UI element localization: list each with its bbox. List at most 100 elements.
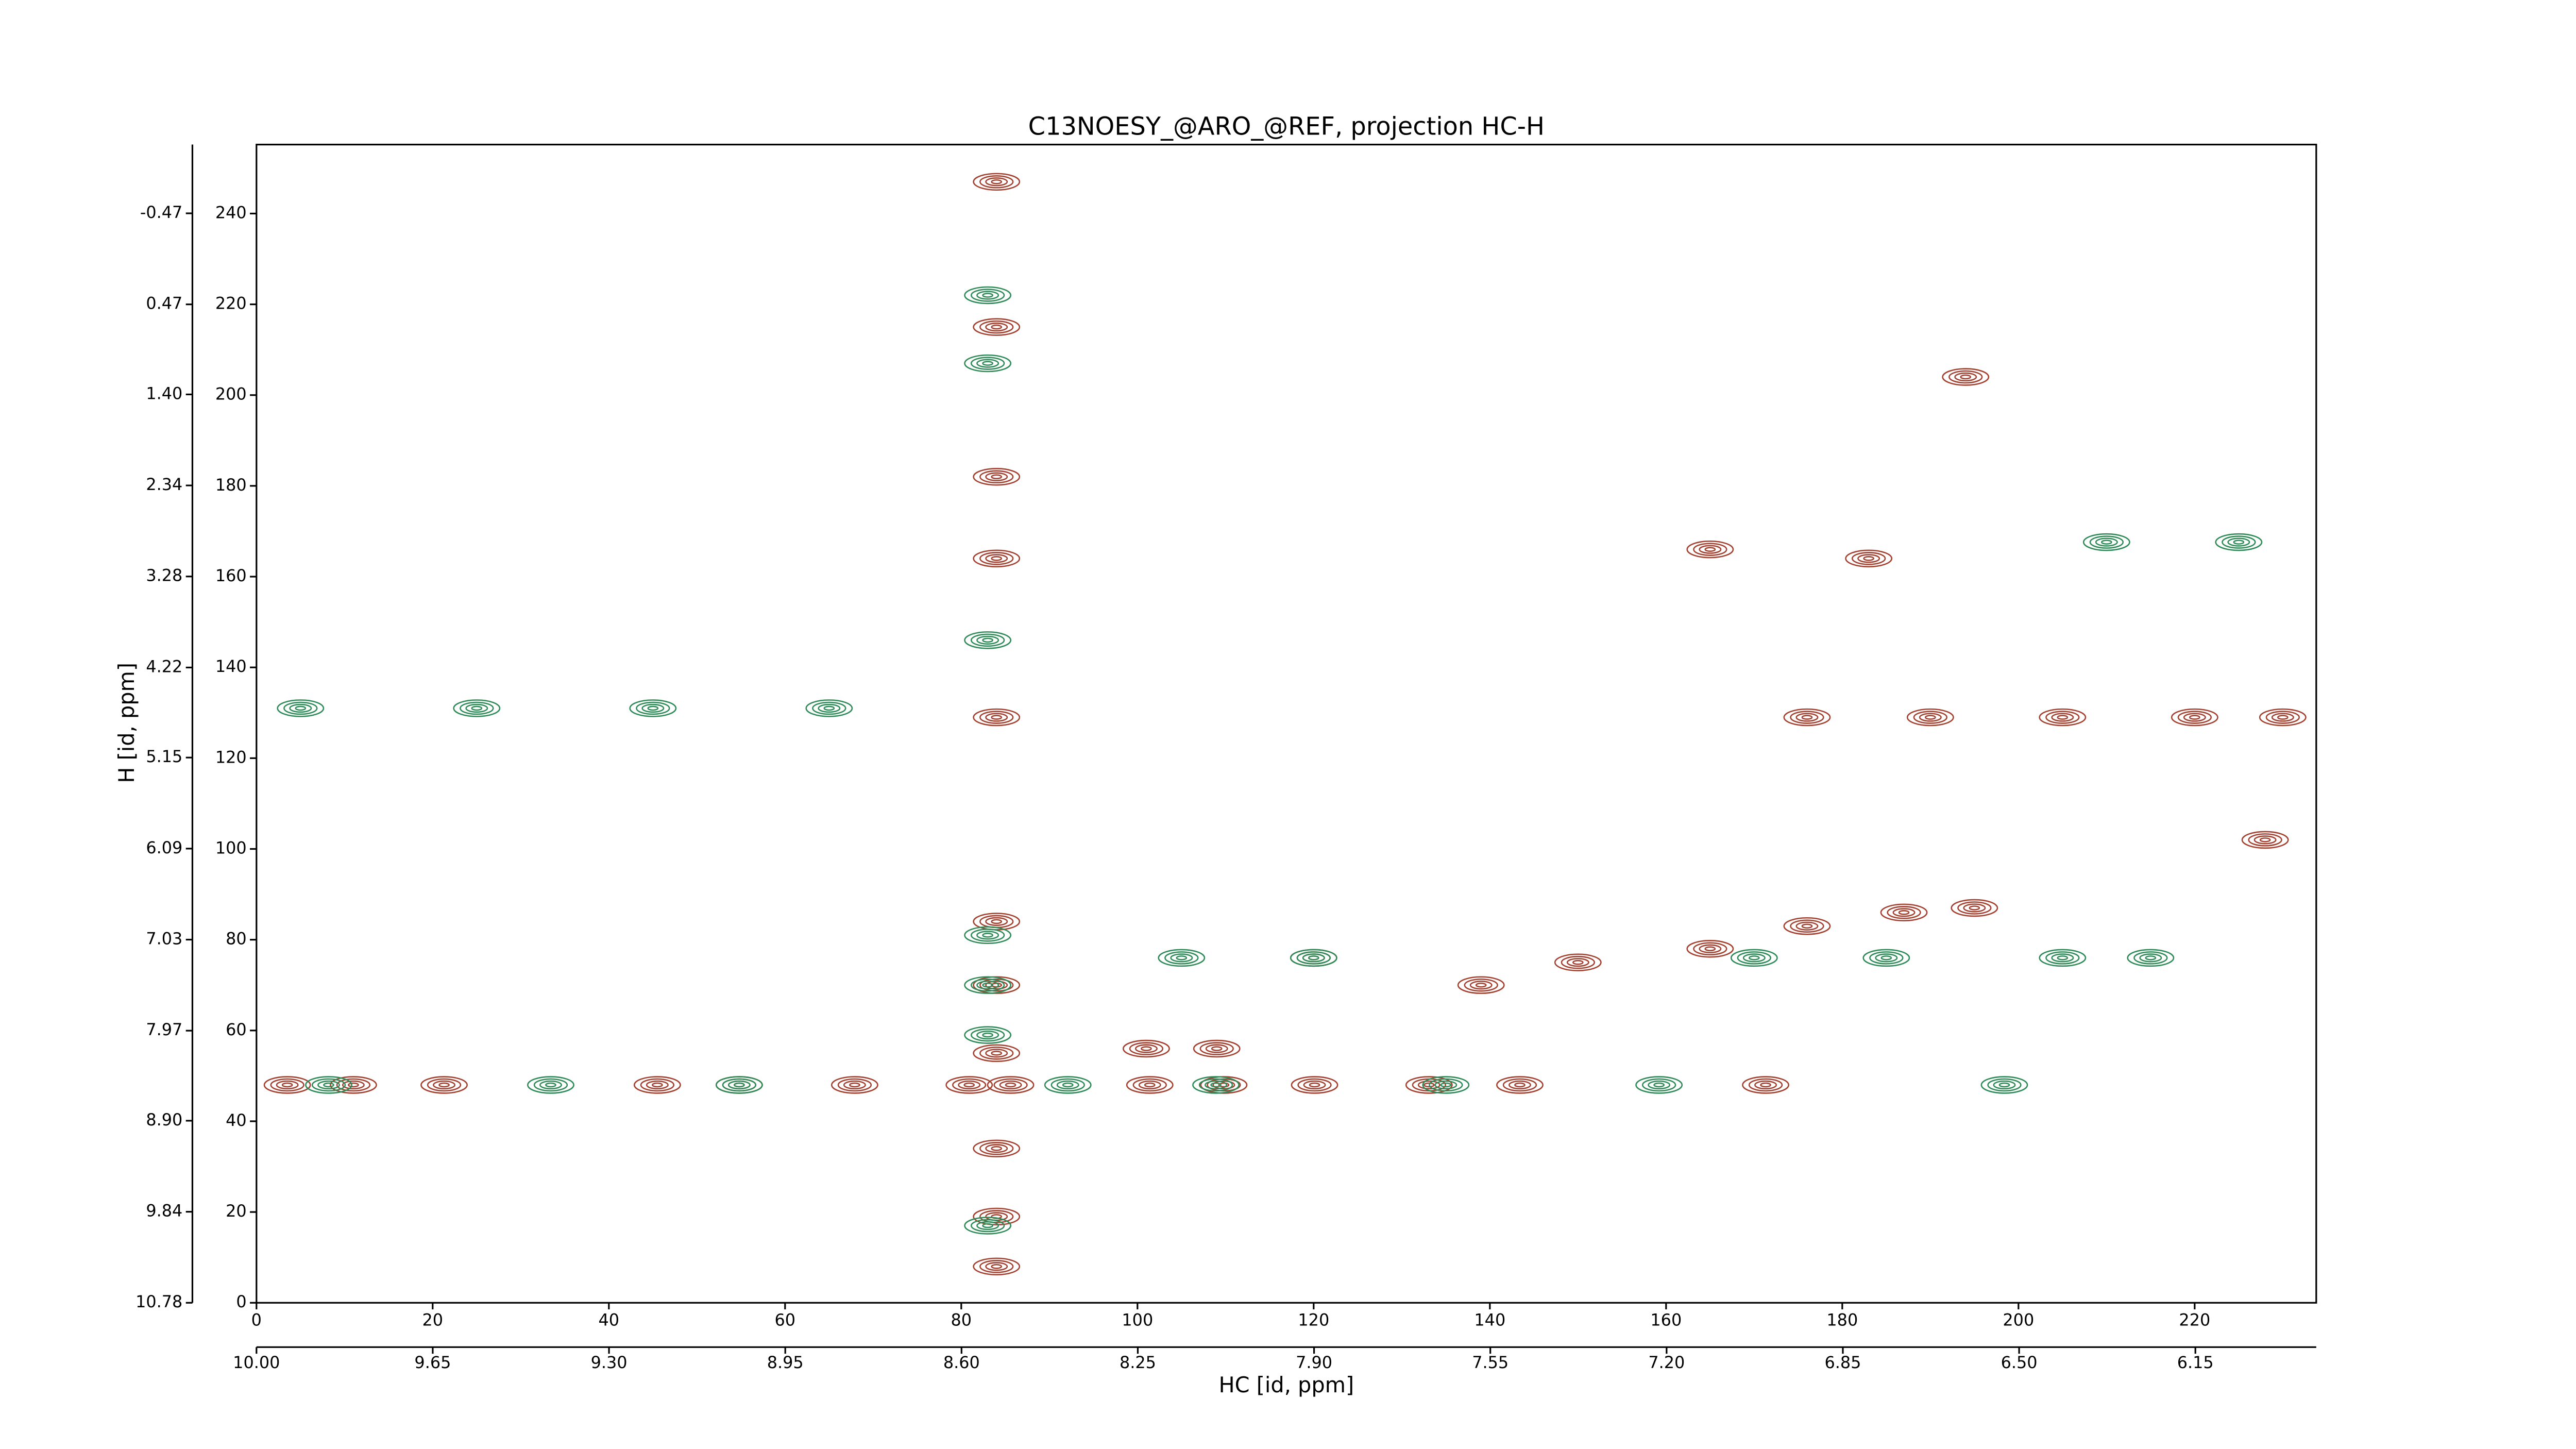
contour-peak [1123, 1039, 1170, 1058]
contour-peak [629, 699, 677, 717]
contour-peak [2039, 708, 2087, 727]
x-axis-label: HC [id, ppm] [1218, 1373, 1354, 1397]
contour-peak [1862, 949, 1910, 967]
y-tick-label: 40 [226, 1110, 247, 1130]
contour-peak [987, 1076, 1035, 1094]
y-tick-label: 160 [215, 566, 247, 585]
y2-tick-label: 7.97 [146, 1020, 182, 1039]
x2-tick-label: 6.50 [2001, 1353, 2038, 1372]
contour-peak [1635, 1076, 1683, 1094]
x-tick-label: 160 [1650, 1310, 1682, 1329]
contour-peak [973, 173, 1021, 191]
chart-title: C13NOESY_@ARO_@REF, projection HC-H [1028, 113, 1545, 141]
contour-peak [1291, 1076, 1338, 1094]
contour-peak [2215, 533, 2263, 551]
y-tick-label: 220 [215, 294, 247, 313]
contour-peak [1686, 540, 1734, 559]
contour-peak [1193, 1039, 1241, 1058]
contour-peak [973, 1139, 1021, 1158]
y2-tick-label: 6.09 [146, 838, 182, 857]
y2-tick-label: 8.90 [146, 1110, 182, 1130]
contour-peak [633, 1076, 681, 1094]
contour-peak [973, 1044, 1021, 1063]
contour-peak [453, 699, 501, 717]
contour-peak [1906, 708, 1954, 727]
contour-peak [1980, 1076, 2028, 1094]
y2-tick-label: 2.34 [146, 475, 182, 494]
contour-peak [964, 1026, 1012, 1044]
x-tick-label: 20 [422, 1310, 444, 1329]
y2-tick-label: 4.22 [146, 656, 182, 676]
contour-peak [305, 1076, 352, 1094]
contour-peak [973, 1207, 1021, 1226]
contour-peak [1783, 708, 1831, 727]
contour-peak [1200, 1076, 1248, 1094]
x-tick-label: 220 [2179, 1310, 2210, 1329]
y-tick-label: 0 [236, 1292, 246, 1311]
contour-peak [1951, 899, 1998, 917]
contour-peak [973, 549, 1021, 568]
y-tick-label: 120 [215, 747, 247, 767]
y2-tick-label: 5.15 [146, 747, 182, 766]
x-tick-label: 140 [1474, 1310, 1505, 1329]
x-tick-label: 120 [1298, 1310, 1329, 1329]
x-tick-label: 200 [2003, 1310, 2034, 1329]
x2-tick-label: 8.95 [767, 1353, 804, 1372]
x2-tick-label: 8.60 [943, 1353, 980, 1372]
contour-peak [1044, 1076, 1092, 1094]
contour-peak [1942, 368, 1990, 386]
y-tick-label: 200 [215, 384, 247, 404]
x2-tick-label: 9.30 [591, 1353, 628, 1372]
x2-tick-label: 6.85 [1824, 1353, 1861, 1372]
x2-tick-label: 7.20 [1648, 1353, 1685, 1372]
x2-tick-label: 7.55 [1472, 1353, 1509, 1372]
contour-peak [964, 631, 1012, 649]
contour-peak [1405, 1076, 1453, 1094]
contour-peak [973, 913, 1021, 931]
contour-peak [1192, 1076, 1240, 1094]
x-tick-label: 100 [1122, 1310, 1153, 1329]
x-tick-label: 80 [951, 1310, 972, 1329]
x2-tick-label: 6.15 [2177, 1353, 2214, 1372]
x2-tick-label: 9.65 [414, 1353, 451, 1372]
contour-peak [973, 468, 1021, 486]
contour-peak [277, 699, 325, 717]
contour-peak [2241, 831, 2289, 849]
contour-peak [973, 1257, 1021, 1276]
contour-peak [1554, 953, 1602, 971]
contour-peak [1126, 1076, 1174, 1094]
contour-peak [964, 354, 1012, 373]
y2-tick-label: -0.47 [140, 203, 182, 222]
x2-tick-label: 8.25 [1120, 1353, 1156, 1372]
y2-tick-label: 0.47 [146, 294, 182, 313]
contour-peak [831, 1076, 878, 1094]
plot-frame [256, 143, 2317, 1304]
contour-peak [805, 699, 853, 717]
contour-peak [1422, 1076, 1470, 1094]
contour-peak [1290, 949, 1337, 967]
y2-tick-label: 1.40 [146, 383, 182, 403]
contour-peak [964, 286, 1012, 305]
contour-peak [1783, 917, 1831, 935]
y-tick-label: 100 [215, 838, 247, 857]
x2-tick-label: 10.00 [233, 1353, 280, 1372]
contour-peak [2259, 708, 2307, 727]
contour-peak [964, 976, 1012, 994]
y2-tick-label: 7.03 [146, 929, 182, 948]
y2-tick-label: 3.28 [146, 566, 182, 585]
contour-peak [1845, 549, 1893, 568]
contour-peak [527, 1076, 574, 1094]
contour-peak [1686, 940, 1734, 958]
x-tick-label: 180 [1826, 1310, 1858, 1329]
x-tick-label: 0 [251, 1310, 262, 1329]
contour-peak [1730, 949, 1778, 967]
contour-peak [1880, 903, 1928, 922]
contour-peak [1158, 949, 1206, 967]
x-tick-label: 40 [599, 1310, 620, 1329]
contour-peak [973, 976, 1021, 994]
contour-peak [1742, 1076, 1789, 1094]
contour-peak [420, 1076, 468, 1094]
contour-peak [973, 318, 1021, 336]
y2-tick-label: 9.84 [146, 1201, 182, 1221]
